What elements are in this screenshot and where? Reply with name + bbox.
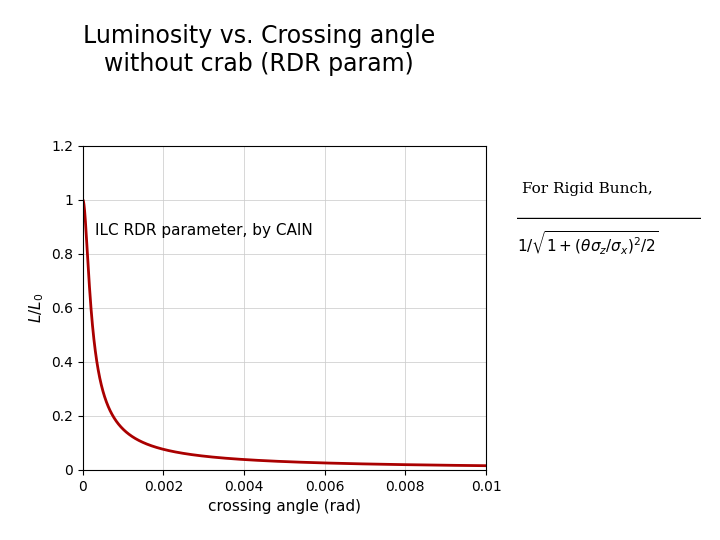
Text: $1/\sqrt{1+(\theta\sigma_z/\sigma_x)^2/2}$: $1/\sqrt{1+(\theta\sigma_z/\sigma_x)^2/2… <box>517 230 659 256</box>
Text: ILC RDR parameter, by CAIN: ILC RDR parameter, by CAIN <box>95 223 312 238</box>
X-axis label: crossing angle (rad): crossing angle (rad) <box>208 499 361 514</box>
Text: Luminosity vs. Crossing angle
without crab (RDR param): Luminosity vs. Crossing angle without cr… <box>83 24 436 76</box>
Y-axis label: $L/L_0$: $L/L_0$ <box>27 293 45 323</box>
Text: For Rigid Bunch,: For Rigid Bunch, <box>522 182 653 196</box>
